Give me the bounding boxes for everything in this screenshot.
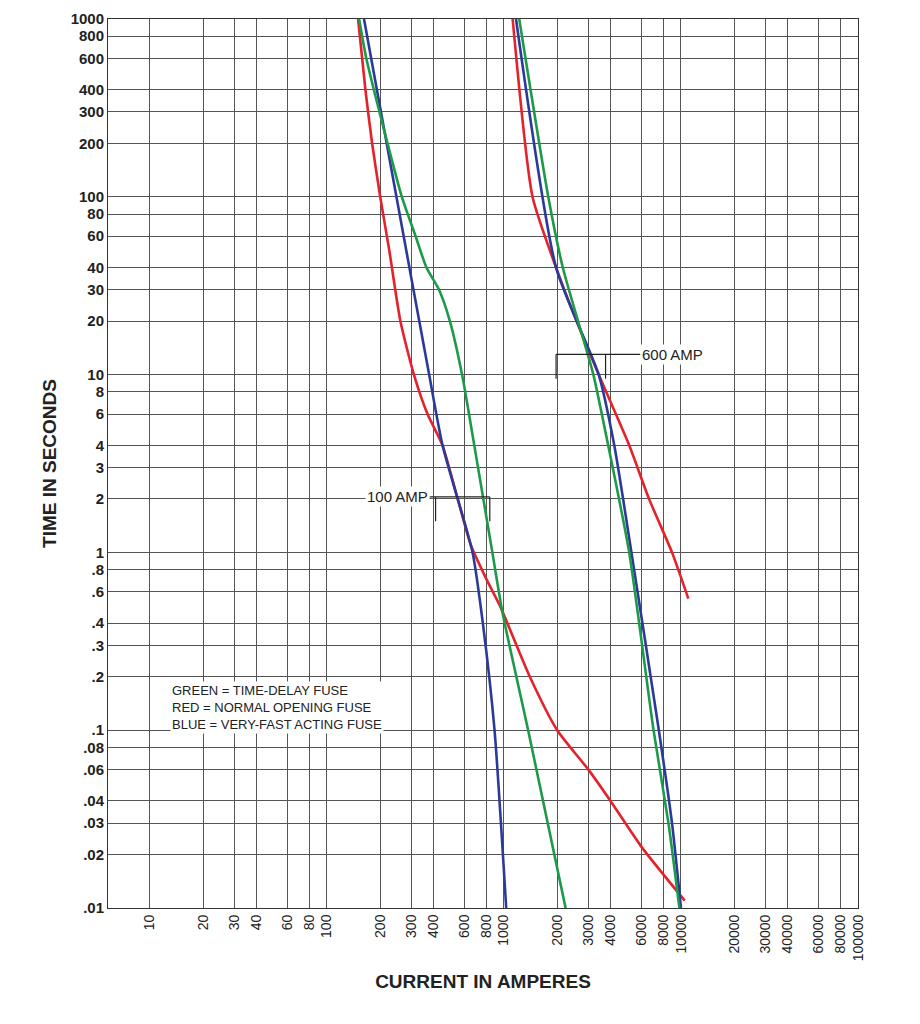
svg-text:10: 10 (87, 366, 104, 383)
svg-text:60: 60 (279, 914, 295, 930)
svg-text:1000: 1000 (495, 914, 511, 945)
svg-text:TIME IN SECONDS: TIME IN SECONDS (39, 379, 60, 548)
svg-text:.03: .03 (83, 814, 104, 831)
svg-text:20: 20 (195, 914, 211, 930)
svg-text:800: 800 (79, 27, 104, 44)
svg-text:800: 800 (478, 914, 494, 938)
svg-text:20000: 20000 (726, 914, 742, 953)
svg-text:.6: .6 (91, 583, 104, 600)
svg-text:100: 100 (79, 188, 104, 205)
svg-text:.8: .8 (91, 561, 104, 578)
svg-text:30: 30 (87, 281, 104, 298)
svg-text:6000: 6000 (633, 914, 649, 945)
svg-text:.06: .06 (83, 761, 104, 778)
svg-text:.04: .04 (83, 792, 105, 809)
svg-text:20: 20 (87, 312, 104, 329)
svg-text:30: 30 (226, 914, 242, 930)
svg-text:.2: .2 (91, 668, 104, 685)
svg-text:GREEN = TIME-DELAY FUSERED = N: GREEN = TIME-DELAY FUSERED = NORMAL OPEN… (172, 683, 382, 732)
svg-text:8000: 8000 (655, 914, 671, 945)
svg-text:40: 40 (87, 259, 104, 276)
svg-text:CURRENT IN AMPERES: CURRENT IN AMPERES (375, 971, 591, 992)
svg-text:8: 8 (96, 383, 104, 400)
svg-text:80: 80 (301, 914, 317, 930)
svg-text:1000: 1000 (71, 10, 104, 27)
svg-text:1: 1 (96, 544, 104, 561)
svg-text:400: 400 (79, 81, 104, 98)
svg-text:.01: .01 (83, 899, 104, 916)
svg-text:4000: 4000 (602, 914, 618, 945)
svg-text:4: 4 (96, 437, 105, 454)
svg-text:.3: .3 (91, 637, 104, 654)
svg-text:6: 6 (96, 405, 104, 422)
svg-text:10: 10 (141, 914, 157, 930)
svg-text:.4: .4 (91, 614, 104, 631)
svg-text:.02: .02 (83, 846, 104, 863)
svg-text:600: 600 (79, 50, 104, 67)
svg-text:100 AMP: 100 AMP (367, 488, 428, 505)
svg-text:600 AMP: 600 AMP (642, 346, 703, 363)
svg-text:300: 300 (79, 103, 104, 120)
svg-text:100: 100 (318, 914, 334, 938)
svg-text:60000: 60000 (810, 914, 826, 953)
svg-text:300: 300 (403, 914, 419, 938)
svg-text:3: 3 (96, 459, 104, 476)
svg-text:600: 600 (456, 914, 472, 938)
svg-text:3000: 3000 (580, 914, 596, 945)
svg-text:200: 200 (79, 135, 104, 152)
svg-text:2: 2 (96, 490, 104, 507)
svg-text:80000: 80000 (832, 914, 848, 953)
svg-text:30000: 30000 (757, 914, 773, 953)
svg-text:60: 60 (87, 227, 104, 244)
svg-text:400: 400 (425, 914, 441, 938)
svg-text:.1: .1 (91, 721, 104, 738)
svg-text:100000: 100000 (850, 914, 866, 961)
svg-text:40: 40 (248, 914, 264, 930)
svg-text:.08: .08 (83, 739, 104, 756)
svg-text:80: 80 (87, 205, 104, 222)
svg-text:2000: 2000 (549, 914, 565, 945)
svg-text:10000: 10000 (673, 914, 689, 953)
svg-text:40000: 40000 (779, 914, 795, 953)
svg-text:200: 200 (372, 914, 388, 938)
